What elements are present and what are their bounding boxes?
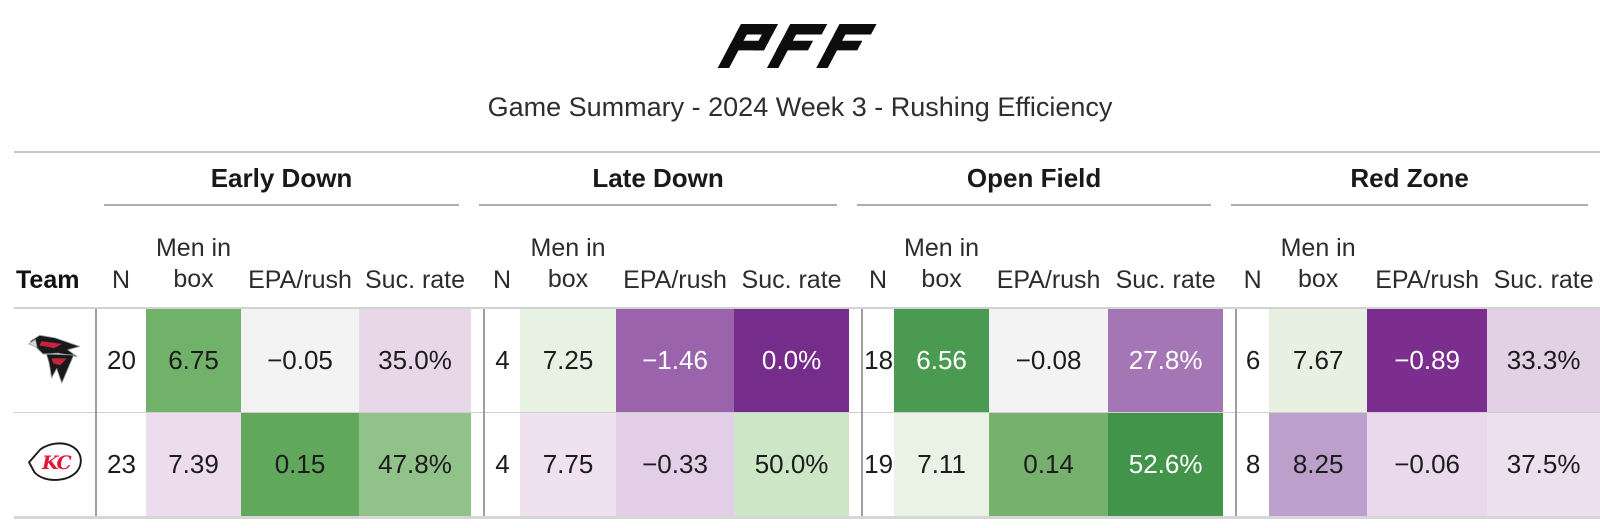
col-header-suc-rate: Suc. rate — [359, 207, 472, 310]
group-header-red-zone: Red Zone — [1223, 152, 1600, 207]
col-header-n: N — [96, 207, 146, 310]
cell-epa-rush: −0.89 — [1367, 308, 1488, 413]
cell-suc-rate: 0.0% — [734, 308, 850, 413]
group-header-early-down: Early Down — [96, 152, 471, 207]
col-header-men-in-box: Men in box — [520, 207, 617, 310]
group-header-late-down: Late Down — [471, 152, 849, 207]
cell-suc-rate: 33.3% — [1487, 308, 1600, 413]
group-divider — [471, 412, 486, 518]
cell-men-in-box: 7.67 — [1269, 308, 1368, 413]
group-divider — [471, 308, 486, 413]
cell-men-in-box: 7.25 — [520, 308, 617, 413]
col-header-men-in-box: Men in box — [146, 207, 241, 310]
group-divider — [1223, 207, 1237, 310]
col-header-men-in-box: Men in box — [1269, 207, 1368, 310]
group-divider — [1223, 308, 1238, 413]
kansas-city-chiefs-logo: KC — [27, 442, 82, 481]
cell-suc-rate: 52.6% — [1108, 412, 1224, 518]
col-header-epa-rush: EPA/rush — [616, 207, 735, 310]
cell-men-in-box: 6.75 — [146, 308, 241, 413]
cell-epa-rush: −1.46 — [616, 308, 735, 413]
cell-suc-rate: 27.8% — [1108, 308, 1224, 413]
cell-suc-rate: 50.0% — [734, 412, 850, 518]
col-header-epa-rush: EPA/rush — [1367, 207, 1488, 310]
col-header-epa-rush: EPA/rush — [989, 207, 1109, 310]
col-header-team: Team — [14, 207, 96, 310]
group-divider — [849, 207, 863, 310]
cell-n: 4 — [484, 308, 521, 413]
rushing-efficiency-table: Early Down Late Down Open Field Red Zone… — [14, 151, 1600, 520]
header — [14, 0, 1586, 68]
group-divider — [1223, 412, 1238, 518]
team-logo-cell: KC — [14, 412, 97, 518]
cell-epa-rush: −0.08 — [989, 308, 1109, 413]
cell-n: 6 — [1236, 308, 1270, 413]
group-header-row: Early Down Late Down Open Field Red Zone — [14, 152, 1600, 207]
cell-n: 19 — [862, 412, 895, 518]
atlanta-falcons-logo — [27, 334, 80, 384]
cell-suc-rate: 37.5% — [1487, 412, 1600, 518]
cell-n: 18 — [862, 308, 895, 413]
group-header-open-field: Open Field — [849, 152, 1223, 207]
col-header-suc-rate: Suc. rate — [734, 207, 850, 310]
group-divider — [471, 207, 485, 310]
group-divider — [849, 308, 864, 413]
col-header-suc-rate: Suc. rate — [1487, 207, 1600, 310]
page-title: Game Summary - 2024 Week 3 - Rushing Eff… — [487, 92, 1113, 122]
cell-n: 23 — [96, 412, 146, 518]
team-group-spacer — [14, 152, 96, 207]
col-header-suc-rate: Suc. rate — [1108, 207, 1224, 310]
cell-epa-rush: 0.14 — [989, 412, 1109, 518]
column-header-row: Team N Men in box EPA/rush Suc. rate N M… — [14, 207, 1600, 310]
team-logo-cell — [14, 308, 97, 413]
cell-n: 8 — [1236, 412, 1270, 518]
cell-men-in-box: 7.39 — [146, 412, 241, 518]
table-row-chiefs: KC 23 7.39 0.15 47.8% 4 7.75 −0.33 50.0%… — [14, 412, 1600, 518]
col-header-n: N — [1236, 207, 1270, 310]
col-header-n: N — [862, 207, 895, 310]
cell-men-in-box: 7.11 — [894, 412, 990, 518]
col-header-n: N — [484, 207, 521, 310]
pff-logo — [717, 24, 877, 68]
cell-epa-rush: −0.06 — [1367, 412, 1488, 518]
cell-n: 4 — [484, 412, 521, 518]
group-divider — [849, 412, 864, 518]
cell-epa-rush: 0.15 — [241, 412, 359, 518]
col-header-epa-rush: EPA/rush — [241, 207, 359, 310]
cell-suc-rate: 35.0% — [359, 308, 472, 413]
svg-text:KC: KC — [41, 452, 72, 474]
table-row-falcons: 20 6.75 −0.05 35.0% 4 7.25 −1.46 0.0% 18… — [14, 308, 1600, 413]
cell-epa-rush: −0.33 — [616, 412, 735, 518]
cell-men-in-box: 8.25 — [1269, 412, 1368, 518]
cell-men-in-box: 6.56 — [894, 308, 990, 413]
cell-n: 20 — [96, 308, 146, 413]
col-header-men-in-box: Men in box — [894, 207, 990, 310]
cell-men-in-box: 7.75 — [520, 412, 617, 518]
cell-suc-rate: 47.8% — [359, 412, 472, 518]
cell-epa-rush: −0.05 — [241, 308, 359, 413]
